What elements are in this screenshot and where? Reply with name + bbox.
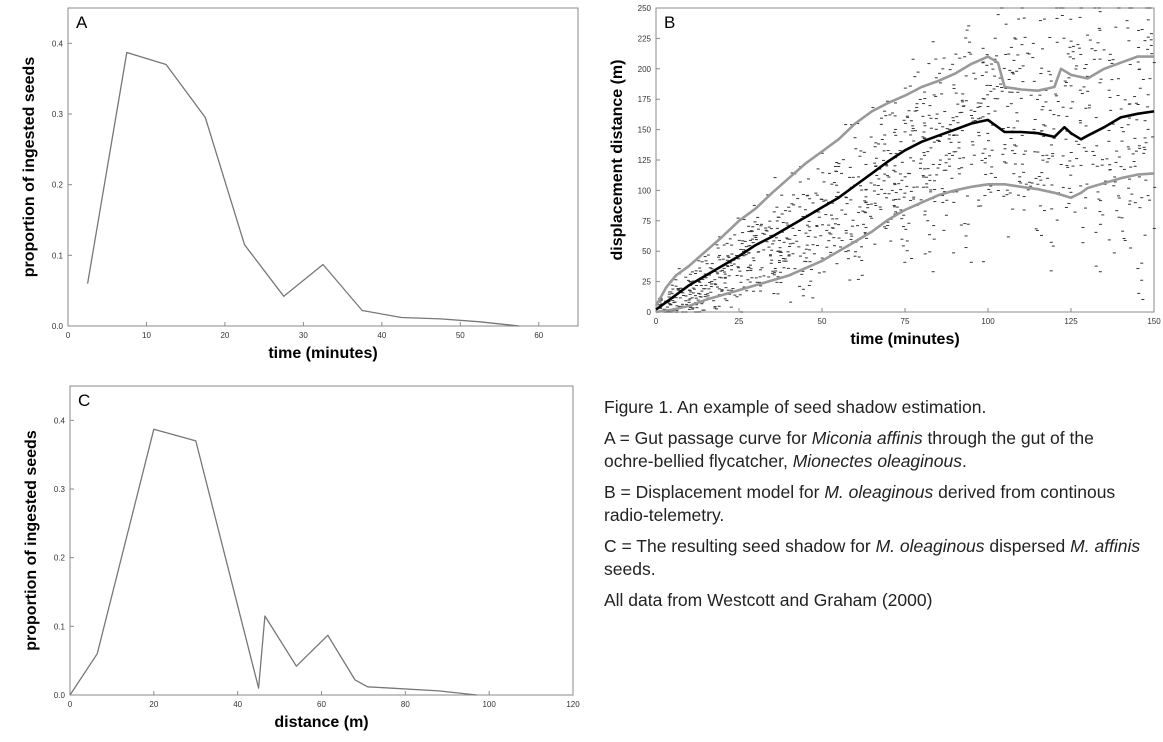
x-tick-label: 0 xyxy=(654,317,659,326)
caption-segment: B = Displacement model for xyxy=(604,482,825,502)
panel-letter: A xyxy=(76,13,88,32)
x-tick-label: 75 xyxy=(901,317,910,326)
caption-segment: . xyxy=(962,451,967,471)
x-tick-label: 150 xyxy=(1147,317,1161,326)
x-tick-label: 30 xyxy=(299,331,308,340)
y-tick-label: 0.3 xyxy=(52,110,64,119)
caption-paragraphs: A = Gut passage curve for Miconia affini… xyxy=(604,427,1144,612)
figure-caption: Figure 1. An example of seed shadow esti… xyxy=(604,396,1144,620)
series-line-2 xyxy=(655,172,1155,314)
plot-frame xyxy=(69,385,574,696)
x-tick-label: 50 xyxy=(818,317,827,326)
caption-segment: seeds. xyxy=(604,559,656,579)
x-tick-label: 60 xyxy=(534,331,543,340)
plot-frame xyxy=(67,7,579,327)
caption-segment: dispersed xyxy=(984,536,1071,556)
x-tick-label: 20 xyxy=(149,700,158,709)
x-tick-label: 125 xyxy=(1064,317,1078,326)
series-line-0 xyxy=(69,428,477,696)
y-tick-label: 75 xyxy=(642,217,651,226)
caption-segment: Mionectes oleaginous xyxy=(792,451,962,471)
caption-segment: A = Gut passage curve for xyxy=(604,428,812,448)
x-tick-label: 40 xyxy=(233,700,242,709)
y-tick-label: 0.4 xyxy=(54,416,66,425)
x-axis-label: distance (m) xyxy=(274,714,368,731)
x-tick-label: 0 xyxy=(68,700,73,709)
caption-segment: M. oleaginous xyxy=(824,482,934,502)
y-axis-label: proportion of ingested seeds xyxy=(21,57,38,278)
caption-segment: C = The resulting seed shadow for xyxy=(604,536,876,556)
y-tick-label: 50 xyxy=(642,247,651,256)
x-tick-label: 50 xyxy=(456,331,465,340)
caption-segment: derived from continous radio-telemetry. xyxy=(604,482,1116,525)
x-tick-label: 100 xyxy=(482,700,496,709)
x-tick-label: 10 xyxy=(142,331,151,340)
panel-a: 0 10 20 30 40 50 60 0.0 0.1 0.2 0.3 0.4 time (minute… xyxy=(0,0,590,372)
y-tick-label: 100 xyxy=(638,186,652,195)
x-tick-label: 80 xyxy=(401,700,410,709)
y-tick-label: 0.1 xyxy=(54,622,66,631)
y-tick-label: 0 xyxy=(647,308,652,317)
x-tick-label: 120 xyxy=(566,700,580,709)
caption-paragraph-2: C = The resulting seed shadow for M. ole… xyxy=(604,535,1144,581)
caption-paragraph-3: All data from Westcott and Graham (2000) xyxy=(604,589,1144,612)
series-line-0 xyxy=(86,51,520,327)
plot-frame xyxy=(655,7,1155,313)
x-tick-label: 25 xyxy=(735,317,744,326)
y-tick-label: 0.3 xyxy=(54,485,66,494)
x-tick-label: 40 xyxy=(377,331,386,340)
series-line-0 xyxy=(654,55,1154,307)
caption-paragraph-0: A = Gut passage curve for Miconia affini… xyxy=(604,427,1144,473)
y-tick-label: 150 xyxy=(638,126,652,135)
y-tick-label: 0.2 xyxy=(54,554,66,563)
x-tick-label: 100 xyxy=(981,317,995,326)
panel-c-chart: 0 20 40 60 80 100 120 0.0 0.1 0.2 0.3 0.4 distance (… xyxy=(23,385,580,731)
caption-segment: Miconia affinis xyxy=(811,428,923,448)
y-tick-label: 200 xyxy=(638,65,652,74)
panel-letter: B xyxy=(664,13,675,32)
y-tick-label: 25 xyxy=(642,278,651,287)
x-axis-label: time (minutes) xyxy=(268,345,377,362)
panel-letter: C xyxy=(78,391,90,410)
x-tick-label: 60 xyxy=(317,700,326,709)
y-tick-label: 0.1 xyxy=(52,251,64,260)
caption-segment: M. affinis xyxy=(1070,536,1141,556)
panel-b-chart: 0 25 50 75 100 125 150 0 25 50 75 100 125 150 175 200 22… xyxy=(609,4,1161,348)
panel-c: 0 20 40 60 80 100 120 0.0 0.1 0.2 0.3 0.4 distance (… xyxy=(0,378,590,742)
y-tick-label: 250 xyxy=(638,4,652,13)
y-tick-label: 0.0 xyxy=(52,322,64,331)
caption-segment: M. oleaginous xyxy=(875,536,985,556)
panel-b: 0 25 50 75 100 125 150 0 25 50 75 100 125 150 175 200 22… xyxy=(596,0,1163,372)
y-axis-label: displacement distance (m) xyxy=(609,60,626,261)
x-tick-label: 0 xyxy=(66,331,71,340)
y-tick-label: 0.0 xyxy=(54,691,66,700)
y-tick-label: 0.4 xyxy=(52,39,64,48)
caption-paragraph-1: B = Displacement model for M. oleaginous… xyxy=(604,481,1144,527)
y-tick-label: 175 xyxy=(638,95,652,104)
y-axis-label: proportion of ingested seeds xyxy=(23,430,40,651)
panel-a-chart: 0 10 20 30 40 50 60 0.0 0.1 0.2 0.3 0.4 time (minute… xyxy=(21,7,579,362)
y-tick-label: 225 xyxy=(638,34,652,43)
caption-segment: through the gut of the ochre-bellied fly… xyxy=(604,428,1094,471)
y-tick-label: 0.2 xyxy=(52,181,64,190)
y-tick-label: 125 xyxy=(638,156,652,165)
x-axis-label: time (minutes) xyxy=(850,331,959,348)
x-tick-label: 20 xyxy=(220,331,229,340)
caption-segment: All data from Westcott and Graham (2000) xyxy=(604,590,933,610)
caption-title: Figure 1. An example of seed shadow esti… xyxy=(604,397,987,417)
series-line-1 xyxy=(655,110,1155,311)
